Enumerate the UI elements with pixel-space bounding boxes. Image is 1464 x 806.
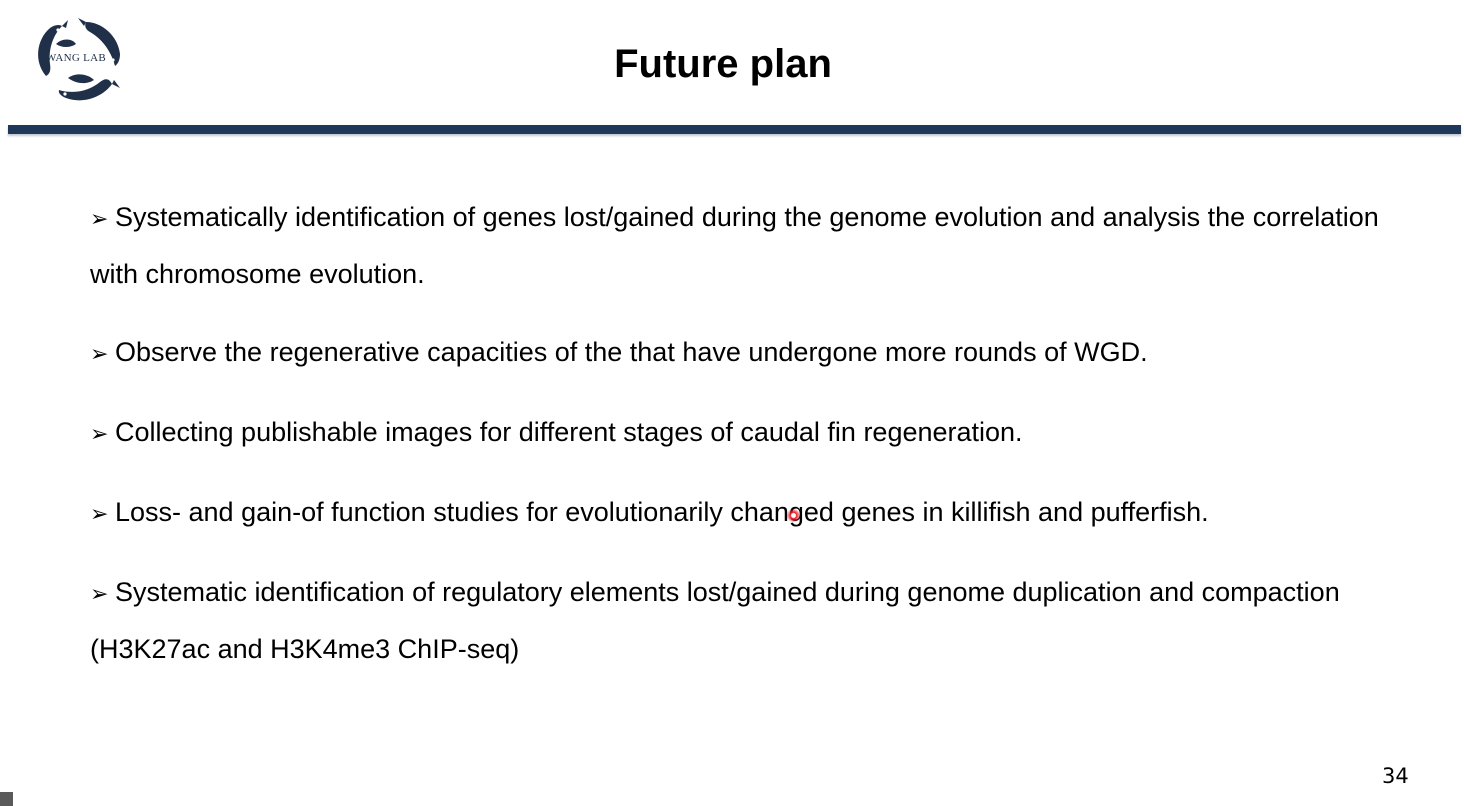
- bullet-list: ➢ Systematically identification of genes …: [90, 190, 1380, 700]
- title-divider: [8, 125, 1461, 134]
- slide-menu-icon[interactable]: [0, 792, 13, 806]
- bullet-item: ➢ Systematically identification of genes …: [90, 190, 1380, 302]
- bullet-item: ➢ Observe the regenerative capacities of …: [90, 325, 1380, 382]
- arrow-bullet-icon: ➢: [90, 342, 109, 367]
- arrow-bullet-icon: ➢: [90, 422, 109, 447]
- bullet-item: ➢ Systematic identification of regulatory…: [90, 565, 1380, 677]
- laser-pointer-icon: [787, 509, 800, 522]
- arrow-bullet-icon: ➢: [90, 207, 109, 232]
- logo-text: WANG LAB: [45, 52, 107, 64]
- bullet-text: Systematically identification of genes l…: [90, 202, 1379, 289]
- slide-title: Future plan: [614, 42, 832, 86]
- arrow-bullet-icon: ➢: [90, 582, 109, 607]
- bullet-item: ➢ Collecting publishable images for diffe…: [90, 405, 1380, 462]
- fish-circle-icon: [38, 18, 120, 101]
- arrow-bullet-icon: ➢: [90, 502, 109, 527]
- wang-lab-logo: WANG LAB: [28, 14, 124, 106]
- bullet-text: Collecting publishable images for differ…: [115, 417, 1023, 447]
- bullet-text: Observe the regenerative capacities of t…: [115, 337, 1148, 367]
- bullet-text: Systematic identification of regulatory …: [90, 577, 1340, 664]
- page-number: 34: [1382, 764, 1409, 788]
- bullet-text: Loss- and gain-of function studies for e…: [115, 497, 1209, 527]
- bullet-item: ➢ Loss- and gain-of function studies for …: [90, 485, 1380, 542]
